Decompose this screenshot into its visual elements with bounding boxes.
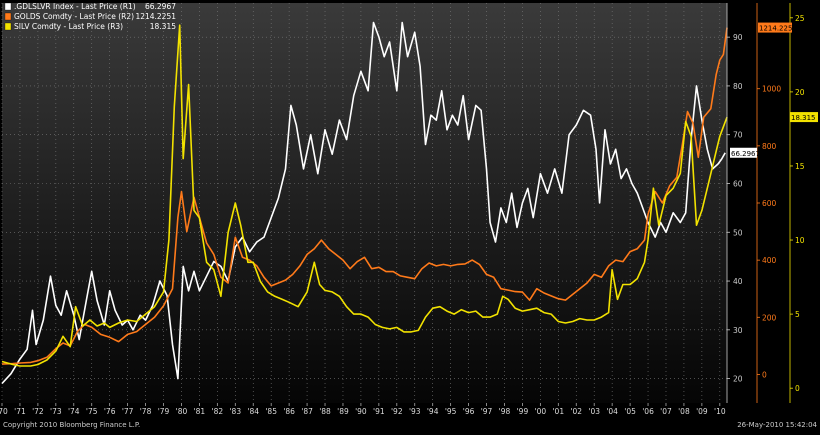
x-tick-label: '79	[158, 407, 170, 416]
legend-swatch-1	[4, 2, 12, 11]
x-tick-label: '82	[212, 407, 224, 416]
x-tick-label: '09	[696, 407, 708, 416]
footer-copyright: Copyright 2010 Bloomberg Finance L.P.	[3, 421, 140, 429]
axes: '70 '71 '72 '73 '74 '75 '76 '77 '78 '79 '80 '81 '82 '…	[0, 3, 818, 416]
y-tick-label-r3: 0	[795, 384, 800, 393]
x-tick-label: '74	[68, 407, 80, 416]
series-line-3	[1, 24, 728, 367]
x-tick-label: '86	[283, 407, 295, 416]
legend-label-1: .GDLSLVR Index - Last Price (R1)	[14, 2, 136, 11]
x-tick-label: '04	[606, 407, 618, 416]
y-tick-label-r3: 5	[795, 310, 800, 319]
legend-label-3: SILV Comdty - Last Price (R3)	[14, 22, 123, 31]
x-tick-label: '83	[229, 407, 241, 416]
legend-value-1: 66.2967	[145, 2, 176, 11]
last-value-label-1: 66.2967	[731, 150, 760, 158]
legend-swatch-3	[4, 22, 12, 31]
legend: .GDLSLVR Index - Last Price (R1) 66.2967 G…	[4, 2, 176, 31]
x-tick-label: '77	[122, 407, 134, 416]
y-tick-label-r3: 10	[795, 236, 805, 245]
x-tick-label: '95	[445, 407, 457, 416]
x-tick-label: '08	[678, 407, 690, 416]
legend-value-2: 1214.2251	[135, 12, 176, 21]
plot-area	[2, 3, 727, 403]
y-tick-label-r2: 400	[762, 256, 777, 265]
x-tick-label: '70	[0, 407, 8, 416]
x-tick-label: '93	[409, 407, 421, 416]
x-tick-label: '02	[570, 407, 582, 416]
series-line-2	[1, 27, 728, 365]
x-tick-label: '00	[535, 407, 547, 416]
last-value-label-3: 18.315	[791, 114, 816, 122]
y-tick-label-r3: 25	[795, 14, 805, 23]
x-tick-label: '03	[588, 407, 600, 416]
x-tick-label: '90	[355, 407, 367, 416]
x-tick-label: '73	[50, 407, 62, 416]
y-tick-label-r3: 20	[795, 88, 805, 97]
x-tick-label: '88	[319, 407, 331, 416]
legend-value-3: 18.315	[150, 22, 176, 31]
y-tick-label-r2: 1000	[762, 85, 781, 94]
y-tick-label-r2: 600	[762, 199, 777, 208]
x-tick-label: '96	[463, 407, 475, 416]
x-tick-label: '76	[104, 407, 116, 416]
last-value-tag-1	[730, 147, 757, 158]
x-tick-label: '91	[373, 407, 385, 416]
x-tick-label: '87	[301, 407, 313, 416]
y-tick-label-r2: 200	[762, 313, 777, 322]
footer-timestamp: 26-May-2010 15:42:04	[737, 421, 817, 429]
x-tick-label: '75	[86, 407, 98, 416]
series-lines	[1, 21, 728, 385]
y-tick-label-r3: 15	[795, 162, 805, 171]
y-tick-label-r1: 90	[733, 33, 743, 42]
last-value-tag-3	[790, 112, 818, 123]
x-tick-label: '10	[714, 407, 726, 416]
last-value-tag-2	[758, 22, 792, 33]
y-tick-label-r1: 40	[733, 277, 743, 286]
last-value-label-2: 1214.2251	[759, 25, 797, 33]
x-tick-label: '07	[660, 407, 672, 416]
y-tick-label-r2: 800	[762, 142, 777, 151]
x-tick-label: '84	[247, 407, 259, 416]
x-tick-label: '78	[140, 407, 152, 416]
x-tick-label: '06	[642, 407, 654, 416]
x-tick-label: '85	[265, 407, 277, 416]
x-tick-label: '92	[391, 407, 403, 416]
y-tick-label-r1: 30	[733, 326, 743, 335]
legend-label-2: GOLDS Comdty - Last Price (R2)	[14, 12, 134, 21]
x-tick-label: '71	[14, 407, 26, 416]
y-tick-label-r1: 70	[733, 131, 743, 140]
x-tick-label: '81	[194, 407, 206, 416]
y-tick-label-r2: 0	[762, 370, 767, 379]
x-tick-label: '97	[481, 407, 493, 416]
x-tick-label: '05	[624, 407, 636, 416]
x-tick-label: '80	[176, 407, 188, 416]
legend-swatch-2	[4, 12, 12, 21]
y-tick-label-r1: 50	[733, 228, 743, 237]
y-tick-label-r1: 20	[733, 375, 743, 384]
x-tick-label: '98	[499, 407, 511, 416]
x-tick-label: '99	[517, 407, 529, 416]
y-tick-label-r1: 80	[733, 82, 743, 91]
x-tick-label: '01	[553, 407, 565, 416]
x-tick-label: '89	[337, 407, 349, 416]
y-tick-label-r1: 60	[733, 179, 743, 188]
x-tick-label: '94	[427, 407, 439, 416]
x-tick-label: '72	[32, 407, 44, 416]
